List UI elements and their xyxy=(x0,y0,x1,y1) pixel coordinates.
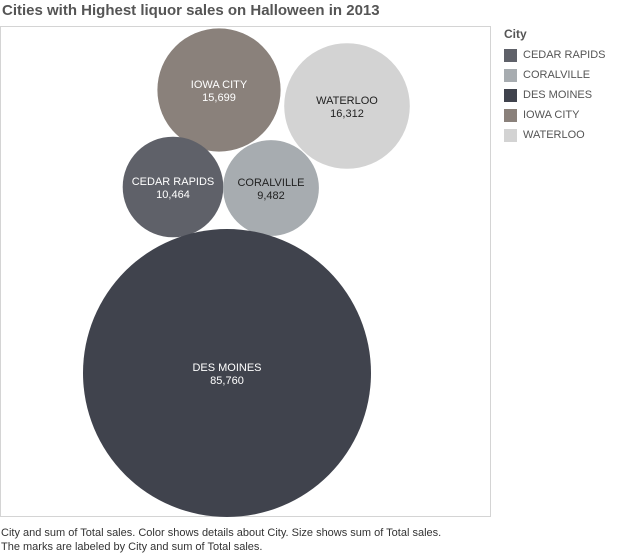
bubble-cedar-rapids[interactable] xyxy=(122,136,224,238)
legend-swatch xyxy=(504,108,517,122)
bubble-waterloo[interactable] xyxy=(284,43,410,169)
bubble-value-label: 15,699 xyxy=(202,92,236,104)
legend-item-coralville[interactable]: CORALVILLE xyxy=(504,65,606,85)
legend-label: CORALVILLE xyxy=(523,69,591,81)
bubble-plot: IOWA CITY 15,699 WATERLOO 16,312 CEDAR RAPID… xyxy=(0,26,491,517)
legend-label: IOWA CITY xyxy=(523,109,580,121)
chart-caption: City and sum of Total sales. Color shows… xyxy=(1,526,521,554)
bubble-city-label: CEDAR RAPIDS xyxy=(132,176,215,188)
legend-label: WATERLOO xyxy=(523,129,585,141)
bubble-value-label: 9,482 xyxy=(257,190,285,202)
legend-title: City xyxy=(504,27,527,41)
legend-swatch xyxy=(504,48,517,62)
legend-swatch xyxy=(504,68,517,82)
bubble-iowa-city[interactable] xyxy=(157,28,281,152)
bubble-city-label: DES MOINES xyxy=(192,362,261,374)
legend-label: DES MOINES xyxy=(523,89,593,101)
legend-swatch xyxy=(504,88,517,102)
bubble-coralville[interactable] xyxy=(223,140,319,236)
legend: City CEDAR RAPIDS CORALVILLE DES MOINES … xyxy=(504,27,606,145)
legend-item-des-moines[interactable]: DES MOINES xyxy=(504,85,606,105)
caption-line-2: The marks are labeled by City and sum of… xyxy=(1,541,263,553)
legend-item-cedar-rapids[interactable]: CEDAR RAPIDS xyxy=(504,45,606,65)
legend-item-waterloo[interactable]: WATERLOO xyxy=(504,125,606,145)
bubble-city-label: CORALVILLE xyxy=(237,177,304,189)
bubble-value-label: 16,312 xyxy=(330,108,364,120)
legend-label: CEDAR RAPIDS xyxy=(523,49,606,61)
bubble-des-moines[interactable] xyxy=(83,229,371,517)
legend-item-iowa-city[interactable]: IOWA CITY xyxy=(504,105,606,125)
bubble-city-label: WATERLOO xyxy=(316,95,378,107)
chart-title: Cities with Highest liquor sales on Hall… xyxy=(2,2,380,19)
bubble-value-label: 10,464 xyxy=(156,189,190,201)
caption-line-1: City and sum of Total sales. Color shows… xyxy=(1,527,442,539)
bubble-city-label: IOWA CITY xyxy=(191,79,248,91)
legend-swatch xyxy=(504,128,517,142)
bubble-value-label: 85,760 xyxy=(210,375,244,387)
